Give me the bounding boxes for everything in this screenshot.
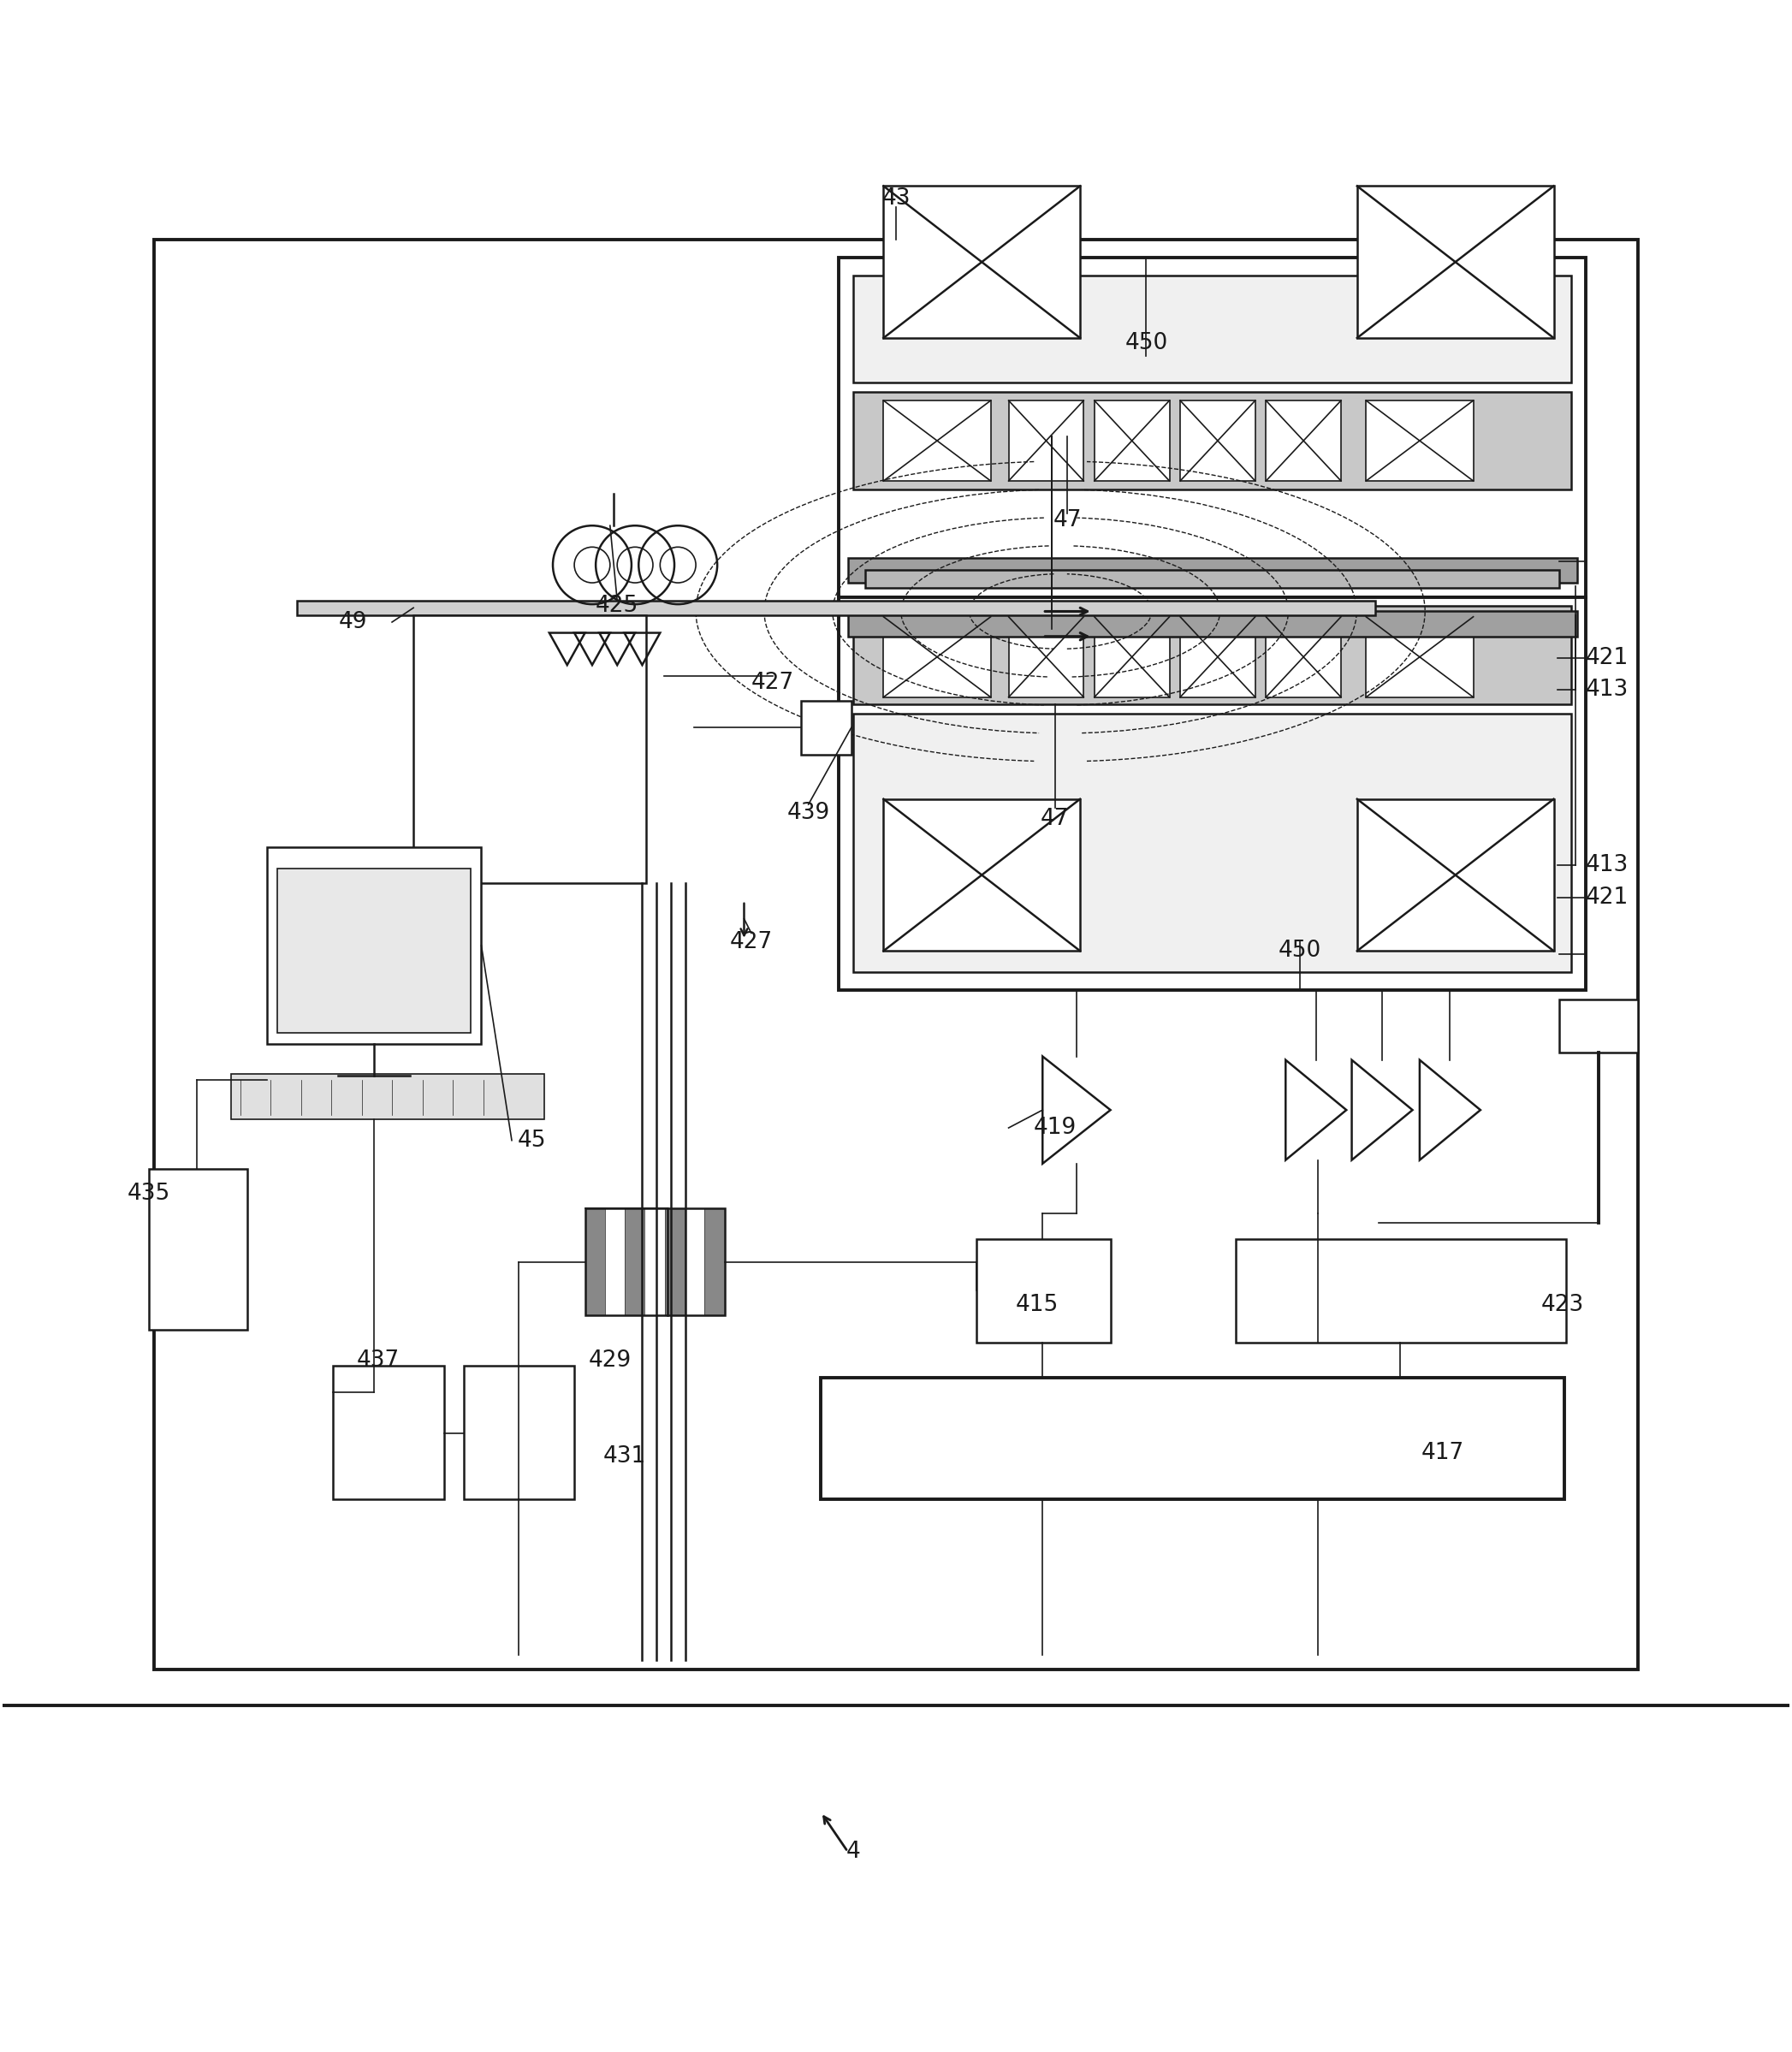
Bar: [267, 847, 482, 1044]
Bar: [866, 605, 1559, 624]
Bar: [665, 1209, 685, 1315]
Text: 431: 431: [602, 1445, 645, 1467]
Bar: [1095, 400, 1170, 480]
Bar: [977, 1239, 1111, 1342]
Bar: [848, 611, 1577, 636]
Bar: [1235, 1239, 1566, 1342]
Text: 47: 47: [1041, 808, 1070, 829]
Text: 437: 437: [357, 1348, 400, 1371]
Text: 45: 45: [518, 1129, 547, 1151]
Bar: [149, 1170, 247, 1330]
Text: 435: 435: [127, 1182, 170, 1205]
Bar: [801, 700, 851, 755]
Bar: [333, 1365, 444, 1500]
Bar: [464, 1365, 573, 1500]
Text: 413: 413: [1586, 679, 1629, 702]
Bar: [821, 1379, 1564, 1500]
Bar: [414, 616, 645, 882]
Text: 49: 49: [339, 611, 367, 634]
Bar: [883, 400, 991, 480]
Bar: [883, 798, 1081, 950]
Text: 439: 439: [787, 802, 830, 825]
Text: 427: 427: [729, 932, 772, 952]
Text: 421: 421: [1586, 646, 1629, 669]
Bar: [853, 275, 1572, 382]
Bar: [1559, 999, 1638, 1053]
Bar: [704, 1209, 724, 1315]
Bar: [154, 240, 1638, 1670]
Bar: [1265, 618, 1340, 698]
Bar: [839, 259, 1586, 597]
Bar: [1095, 618, 1170, 698]
Bar: [853, 392, 1572, 490]
Bar: [278, 868, 471, 1032]
Text: 4: 4: [846, 1841, 860, 1863]
Bar: [645, 1209, 665, 1315]
Bar: [1009, 618, 1084, 698]
Bar: [1181, 400, 1254, 480]
Bar: [853, 714, 1572, 973]
Bar: [606, 1209, 625, 1315]
Text: 417: 417: [1421, 1443, 1464, 1465]
Bar: [297, 601, 1374, 616]
Bar: [853, 605, 1572, 704]
Text: 421: 421: [1586, 886, 1629, 909]
Text: 425: 425: [595, 595, 638, 618]
Text: 415: 415: [1016, 1293, 1059, 1315]
Bar: [625, 1209, 645, 1315]
Bar: [883, 618, 991, 698]
Text: 47: 47: [1054, 509, 1082, 531]
Bar: [231, 1075, 545, 1118]
Bar: [1009, 400, 1084, 480]
Bar: [1357, 798, 1554, 950]
Bar: [584, 1209, 606, 1315]
Text: 419: 419: [1034, 1116, 1077, 1139]
Bar: [848, 558, 1577, 583]
Text: 43: 43: [882, 187, 910, 209]
Bar: [1265, 400, 1340, 480]
Text: 427: 427: [751, 671, 794, 694]
Bar: [1181, 618, 1254, 698]
Bar: [1366, 618, 1473, 698]
Bar: [839, 597, 1586, 991]
Text: 429: 429: [588, 1348, 631, 1371]
Text: 450: 450: [1125, 332, 1168, 355]
Text: 450: 450: [1278, 940, 1321, 962]
Text: 413: 413: [1586, 854, 1629, 876]
Bar: [584, 1209, 724, 1315]
Text: 423: 423: [1541, 1293, 1584, 1315]
Bar: [685, 1209, 704, 1315]
Bar: [866, 570, 1559, 589]
Bar: [883, 187, 1081, 339]
Bar: [1366, 400, 1473, 480]
Bar: [1357, 187, 1554, 339]
